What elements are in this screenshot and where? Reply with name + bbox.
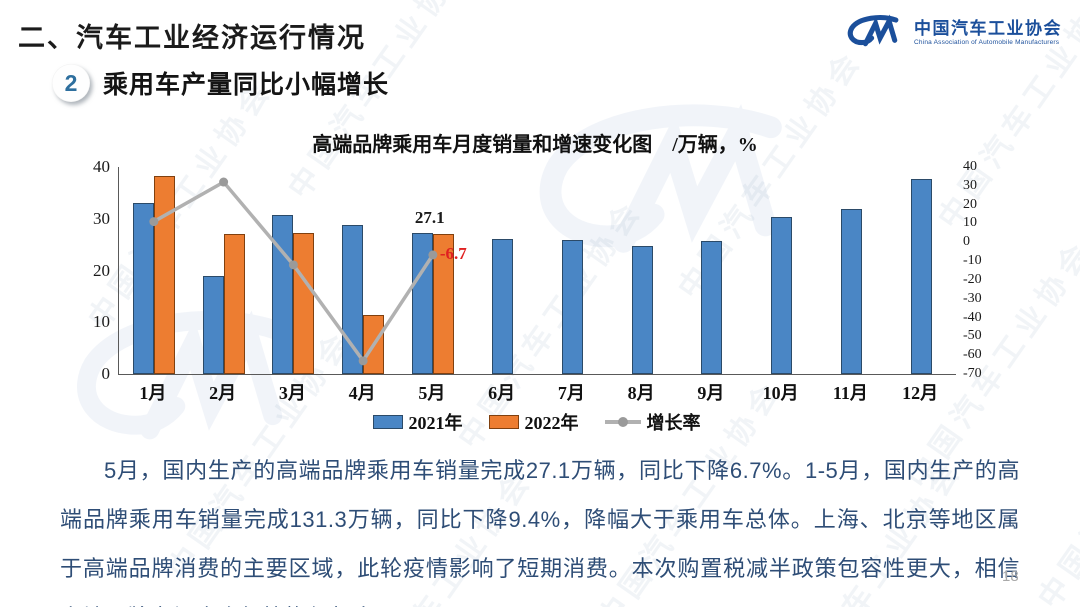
legend-item-3: 增长率 xyxy=(604,409,701,435)
legend-label: 2021年 xyxy=(408,413,463,433)
left-axis-tick-20: 20 xyxy=(93,260,110,280)
legend-swatch-2021 xyxy=(372,415,403,429)
x-label-2月: 2月 xyxy=(209,383,237,403)
x-label-7月: 7月 xyxy=(557,383,585,403)
x-label-12月: 12月 xyxy=(902,383,939,403)
legend-swatch-2022 xyxy=(488,415,519,429)
bar-2022-4月 xyxy=(363,315,385,374)
right-axis-tick--10: -10 xyxy=(963,253,982,269)
chart-legend: 2021年 2022年 增长率 xyxy=(118,409,955,435)
x-label-10月: 10月 xyxy=(762,383,799,403)
bar-2021-9月 xyxy=(701,241,723,374)
left-axis-tick-40: 40 xyxy=(93,157,110,176)
bar-2022-2月 xyxy=(223,234,245,374)
x-label-5月: 5月 xyxy=(418,383,446,403)
right-axis-tick--30: -30 xyxy=(963,290,982,306)
x-label-9月: 9月 xyxy=(697,383,725,403)
bar-2022-3月 xyxy=(293,232,315,374)
x-label-3月: 3月 xyxy=(278,383,306,403)
left-axis-tick-10: 10 xyxy=(93,312,110,332)
chart-plot-area: 27.1 -6.7 xyxy=(118,167,956,375)
bar-2021-11月 xyxy=(840,208,862,374)
x-label-8月: 8月 xyxy=(627,383,655,403)
right-axis-tick--50: -50 xyxy=(963,328,982,344)
right-axis-tick-10: 10 xyxy=(963,215,977,231)
caam-logo: 中国汽车工业协会 China Association of Automobile… xyxy=(844,12,1062,54)
chart-title: 高端品牌乘用车月度销量和增速变化图 /万辆，% xyxy=(312,134,758,156)
bar-2021-8月 xyxy=(631,245,653,374)
combo-chart: 高端品牌乘用车月度销量和增速变化图 /万辆，% 27.1 -6.7 40 30 20 1… xyxy=(75,126,995,441)
legend-item-1: 2021年 xyxy=(372,409,463,435)
right-axis-tick--60: -60 xyxy=(963,347,982,363)
annotation-27.1: 27.1 xyxy=(414,207,445,227)
section-heading-row: 2 乘用车产量同比小幅增长 xyxy=(52,64,389,102)
right-axis-tick-40: 40 xyxy=(963,159,977,174)
x-label-11月: 11月 xyxy=(832,383,868,403)
bar-2021-7月 xyxy=(561,239,583,374)
bar-2021-2月 xyxy=(202,276,224,374)
right-axis-tick--20: -20 xyxy=(963,271,982,287)
logo-name-cn: 中国汽车工业协会 xyxy=(914,19,1062,39)
section-heading: 乘用车产量同比小幅增长 xyxy=(103,71,390,99)
legend-label: 增长率 xyxy=(646,413,701,433)
legend-item-2: 2022年 xyxy=(488,409,579,435)
x-label-4月: 4月 xyxy=(348,383,376,403)
bar-2021-3月 xyxy=(272,215,294,374)
slide-title: 二、汽车工业经济运行情况 xyxy=(18,23,366,53)
annotation--6.7: -6.7 xyxy=(439,243,467,263)
bar-2021-1月 xyxy=(132,203,154,374)
bar-2021-6月 xyxy=(492,238,514,374)
x-label-1月: 1月 xyxy=(139,383,167,403)
legend-growth-line-icon xyxy=(604,417,641,427)
section-number-badge: 2 xyxy=(52,64,90,102)
growth-rate-marker xyxy=(219,177,229,187)
left-axis-tick-30: 30 xyxy=(93,208,110,228)
right-axis-tick--70: -70 xyxy=(963,366,982,381)
watermark-text: 中国汽车工业协会 xyxy=(1032,353,1080,607)
body-paragraph: 5月，国内生产的高端品牌乘用车销量完成27.1万辆，同比下降6.7%。1-5月，… xyxy=(60,458,1020,607)
right-axis-tick-20: 20 xyxy=(963,196,977,212)
right-axis-tick-0: 0 xyxy=(963,234,970,250)
bar-2021-10月 xyxy=(771,216,793,374)
bar-2021-4月 xyxy=(342,225,364,374)
bar-2022-1月 xyxy=(153,176,175,374)
right-axis-tick--40: -40 xyxy=(963,309,982,325)
right-axis-tick-30: 30 xyxy=(963,177,977,193)
bar-2021-12月 xyxy=(910,179,932,374)
cm-logo-icon xyxy=(847,14,899,47)
x-label-6月: 6月 xyxy=(488,383,516,403)
page-number: 18 xyxy=(1002,568,1019,585)
legend-label: 2022年 xyxy=(524,413,579,433)
bar-2021-5月 xyxy=(411,233,433,374)
logo-name-en: China Association of Automobile Manufact… xyxy=(914,38,1060,46)
logo-text: 中国汽车工业协会 China Association of Automobile… xyxy=(914,19,1062,46)
left-axis-tick-0: 0 xyxy=(101,364,111,383)
